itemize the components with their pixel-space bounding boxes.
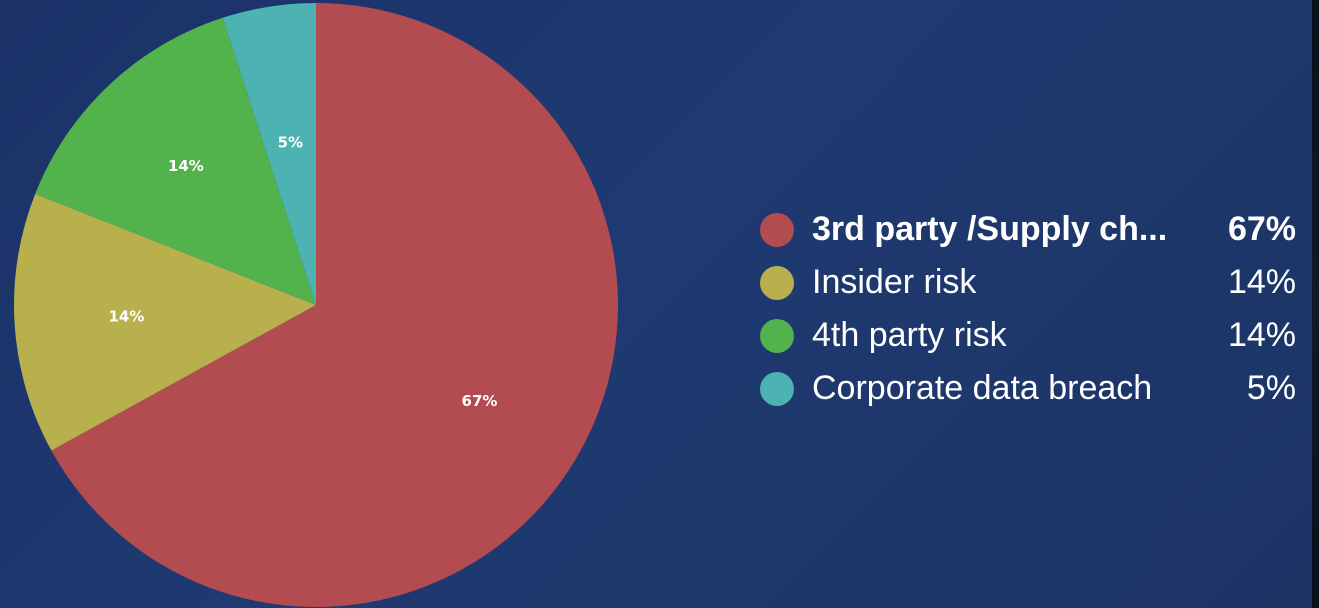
legend-item[interactable]: Insider risk 14% xyxy=(760,256,1300,309)
legend-label: 3rd party /Supply ch... xyxy=(812,210,1168,248)
legend-swatch xyxy=(760,212,794,247)
legend-swatch xyxy=(760,318,794,353)
legend-value: 14% xyxy=(1227,263,1296,301)
legend-label: 4th party risk xyxy=(812,316,1007,354)
slice-label: 5% xyxy=(278,134,303,152)
legend-item[interactable]: 4th party risk 14% xyxy=(760,309,1300,362)
pie-slice[interactable] xyxy=(222,3,316,305)
slice-label: 14% xyxy=(168,157,204,175)
legend-value: 14% xyxy=(1227,316,1296,354)
legend-swatch xyxy=(760,265,794,300)
slice-label: 67% xyxy=(462,392,498,410)
pie-slice[interactable] xyxy=(14,193,317,451)
pie-slice[interactable] xyxy=(35,17,317,306)
pie-slice-labels: 67% 14% 14% 5% xyxy=(108,134,497,411)
pie-slices xyxy=(14,3,619,607)
legend-item[interactable]: 3rd party /Supply ch... 67% xyxy=(760,203,1300,256)
legend-value: 67% xyxy=(1227,210,1296,248)
slice-label: 14% xyxy=(108,307,144,325)
legend-item[interactable]: Corporate data breach 5% xyxy=(760,362,1300,415)
pie-slice[interactable] xyxy=(51,3,619,607)
legend-label: Corporate data breach xyxy=(812,369,1153,407)
legend-label: Insider risk xyxy=(812,263,977,301)
legend-value: 5% xyxy=(1246,369,1296,407)
window-edge xyxy=(1312,0,1319,608)
legend-swatch xyxy=(760,371,794,406)
legend: 3rd party /Supply ch... 67% Insider risk 14… xyxy=(760,203,1300,415)
